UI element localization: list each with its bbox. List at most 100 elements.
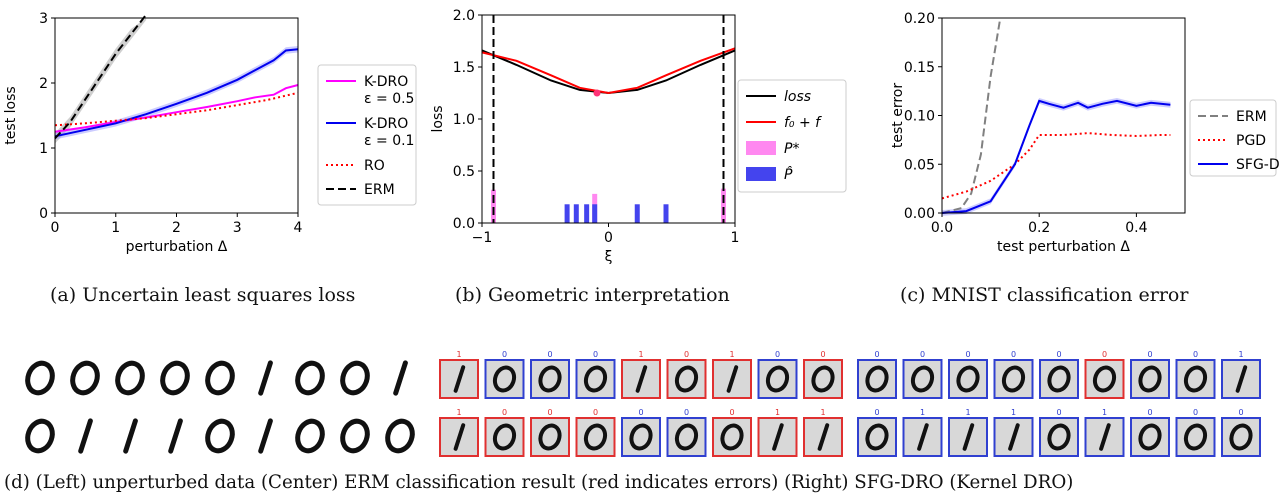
digit-zero (295, 360, 325, 396)
figure-caption: (d) (Left) unperturbed data (Center) ERM… (4, 472, 1074, 493)
phat-bar (564, 204, 570, 223)
digit-one (1235, 365, 1248, 393)
thumbnail-label: 0 (684, 350, 689, 359)
digit-one (962, 423, 975, 451)
thumbnail-label: 0 (775, 350, 780, 359)
caption-b: (b) Geometric interpretation (455, 284, 730, 306)
legend-label-3: P̂ (784, 166, 793, 183)
digit-zero (70, 360, 100, 396)
digit-one (726, 365, 739, 393)
digit-one (453, 423, 466, 451)
phat-bar (573, 204, 579, 223)
thumbnail-label: 0 (1056, 408, 1061, 417)
legend-label-2: SFG-DRO (1236, 157, 1279, 173)
x-tick-label: 3 (233, 220, 242, 236)
legend-label-0: ε = 0.5 (364, 91, 414, 107)
thumbnail-label: 1 (456, 350, 461, 359)
thumbnail-label: 0 (593, 350, 598, 359)
digit-one (917, 423, 929, 451)
y-tick-label: 0.0 (453, 216, 475, 232)
phat-bar (584, 204, 590, 223)
x-tick-label: 4 (294, 220, 303, 236)
series-line-0 (941, 17, 1002, 214)
thumbnail-label: 1 (775, 408, 780, 417)
digit-one (123, 418, 138, 454)
legend-swatch-2 (746, 141, 776, 155)
thumbnail-label: 0 (1193, 408, 1198, 417)
chart-panel-b: −1 0 1 0.0 0.5 1.0 1.5 2.0 ξ loss loss f₀ + f P* P̂ (430, 8, 847, 265)
y-tick-label: 0.05 (904, 157, 935, 173)
series-line-1 (941, 132, 1171, 200)
thumbnail-label: 0 (1102, 350, 1107, 359)
digit-zero (538, 423, 562, 451)
y-tick-label: 1 (39, 141, 48, 157)
digit-zero (811, 365, 835, 393)
x-tick-label: 0 (51, 220, 60, 236)
x-tick-label: 1 (731, 230, 740, 246)
legend-label-0: K-DRO (364, 74, 408, 90)
thumbnail-label: 1 (1102, 408, 1107, 417)
thumbnail-label: 1 (1238, 350, 1243, 359)
plot-area (55, 18, 298, 213)
digit-one (258, 360, 273, 396)
digit-one (453, 365, 466, 393)
digit-zero (720, 423, 744, 451)
digit-one (168, 418, 183, 454)
digit-zero (1047, 365, 1071, 393)
y-tick-label: 2.0 (453, 8, 475, 24)
thumbnail-label: 0 (502, 408, 507, 417)
digit-zero (1001, 365, 1026, 393)
series-line-0 (54, 84, 299, 133)
thumbnail-label: 0 (1147, 350, 1152, 359)
x-axis-label: ξ (605, 249, 613, 265)
series-line-1 (481, 47, 736, 95)
y-axis-label: loss (430, 105, 446, 132)
y-tick-label: 3 (39, 11, 48, 27)
thumbnail-label: 0 (1147, 408, 1152, 417)
digit-one (1099, 423, 1111, 451)
legend-label-2: RO (364, 158, 385, 174)
thumbnail-label: 0 (547, 350, 552, 359)
digit-zero (295, 418, 325, 454)
thumbnail-label: 0 (1056, 350, 1061, 359)
thumbnail-label: 0 (638, 408, 643, 417)
digit-zero (1183, 423, 1208, 451)
series-line-2 (941, 99, 1171, 214)
plot-area (482, 15, 735, 223)
legend-box (317, 64, 417, 206)
digit-thumbnails: 1 0 0 0 1 0 1 0 0 1 0 0 0 0 0 0 1 1 0 0 0 0 0 0 0 0 1 0 1 1 1 0 1 0 0 0 (25, 350, 1261, 457)
digit-zero (865, 423, 889, 451)
digit-one (1008, 423, 1020, 451)
series-line-3 (54, 14, 147, 139)
digit-one (817, 423, 830, 451)
digit-zero (1092, 365, 1117, 393)
thumbnail-label: 1 (920, 408, 925, 417)
thumbnail-label: 0 (547, 408, 552, 417)
phat-bar (634, 204, 640, 223)
phat-bar (592, 204, 598, 223)
digit-zero (865, 365, 889, 393)
digit-zero (205, 418, 235, 454)
series-line-2 (54, 91, 299, 127)
caption-c: (c) MNIST classification error (900, 284, 1189, 306)
pstar-bar (491, 189, 496, 223)
y-tick-label: 0.5 (453, 164, 475, 180)
x-tick-label: 0.0 (931, 220, 953, 236)
legend-label-0: ERM (1236, 109, 1267, 125)
digit-zero (160, 360, 190, 396)
digit-zero (583, 365, 608, 393)
digit-zero (205, 360, 235, 396)
thumbnail-label: 1 (729, 350, 734, 359)
digit-one (258, 418, 273, 454)
thumbnail-label: 1 (965, 408, 970, 417)
thumbnail-label: 0 (684, 408, 689, 417)
digit-zero (25, 360, 55, 396)
thumbnail-label: 0 (1238, 408, 1243, 417)
thumbnail-label: 0 (965, 350, 970, 359)
y-tick-label: 0.00 (904, 206, 935, 222)
pstar-bar (721, 188, 726, 223)
digit-one (393, 360, 408, 396)
legend-label-1: ε = 0.1 (364, 133, 414, 149)
digit-zero (583, 423, 608, 451)
